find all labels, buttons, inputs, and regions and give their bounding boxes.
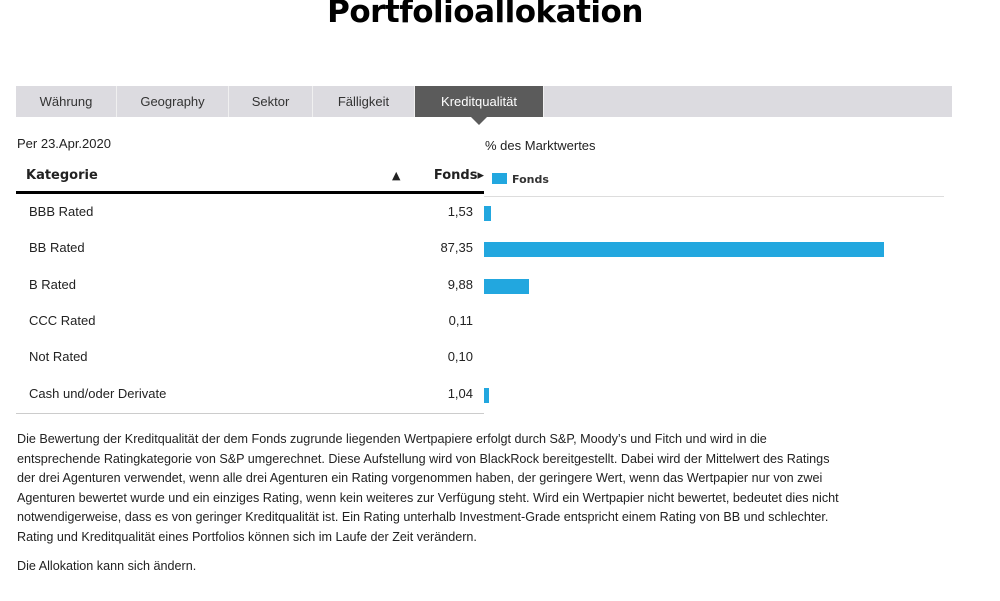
category-label: BBB Rated: [29, 204, 94, 219]
category-label: BB Rated: [29, 240, 85, 256]
description-line: Rating und Kreditqualität eines Portfoli…: [17, 529, 477, 544]
bar-cash-und-oder-derivate: [484, 387, 489, 403]
table-row: B Rated 9,88: [16, 268, 484, 304]
sort-ascending-icon[interactable]: ▲: [392, 169, 401, 182]
category-label: Not Rated: [29, 349, 88, 365]
as-of-date: Per 23.Apr.2020: [17, 136, 111, 151]
category-label: CCC Rated: [29, 312, 96, 328]
bar-b-rated: [484, 278, 530, 294]
value-label: 87,35: [440, 240, 473, 256]
legend-label: Fonds: [512, 173, 549, 186]
page-title: Portfolioallokation: [327, 0, 643, 30]
description-line: notwendigerweise, dass es von geringer K…: [17, 510, 829, 524]
tab-waehrung[interactable]: Währung: [16, 86, 117, 117]
tab-bar: Währung Geography Sektor Fälligkeit Kred…: [16, 86, 952, 125]
tab-geography[interactable]: Geography: [117, 86, 229, 117]
category-label: B Rated: [29, 276, 76, 292]
table-bottom-divider: [16, 413, 484, 414]
column-header-kategorie[interactable]: Kategorie: [26, 168, 98, 183]
table-row: BB Rated 87,35: [16, 231, 484, 267]
bar-bb-rated: [484, 242, 885, 258]
category-label: Cash und/oder Derivate: [29, 385, 167, 401]
description-line: Die Bewertung der Kreditqualität der dem…: [17, 432, 767, 446]
legend-swatch: [492, 173, 507, 184]
value-label: 0,10: [447, 349, 473, 365]
bar-bbb-rated: [484, 206, 491, 221]
chart-legend: Fonds: [492, 173, 549, 186]
table-row: Not Rated 0,10: [16, 340, 484, 376]
tab-sektor[interactable]: Sektor: [229, 86, 313, 117]
table-row: Cash und/oder Derivate 1,04: [16, 377, 484, 413]
chart-top-line: [484, 196, 944, 197]
chart-title: % des Marktwertes: [485, 138, 596, 153]
table-row: BBB Rated 1,53: [16, 195, 484, 231]
column-header-fonds[interactable]: Fonds▸: [433, 168, 484, 183]
table-header: Kategorie ▲ Fonds▸: [16, 165, 484, 194]
value-label: 0,11: [448, 312, 473, 328]
value-label: 1,53: [447, 204, 473, 219]
tab-kreditqualitaet[interactable]: Kreditqualität: [415, 86, 544, 125]
description-line: entsprechende Ratingkategorie von S&P um…: [17, 451, 830, 466]
value-label: 9,88: [447, 276, 473, 292]
value-label: 1,04: [447, 385, 473, 401]
description-line: Agenturen bewertet wurde und ein einzige…: [17, 490, 839, 505]
description-paragraph: Die Bewertung der Kreditqualität der dem…: [17, 430, 839, 547]
tab-faelligkeit[interactable]: Fälligkeit: [313, 86, 415, 117]
allocation-note: Die Allokation kann sich ändern.: [17, 559, 197, 573]
table-row: CCC Rated 0,11: [16, 304, 484, 340]
description-line: der drei Agenturen verwendet, wenn alle …: [17, 471, 823, 485]
